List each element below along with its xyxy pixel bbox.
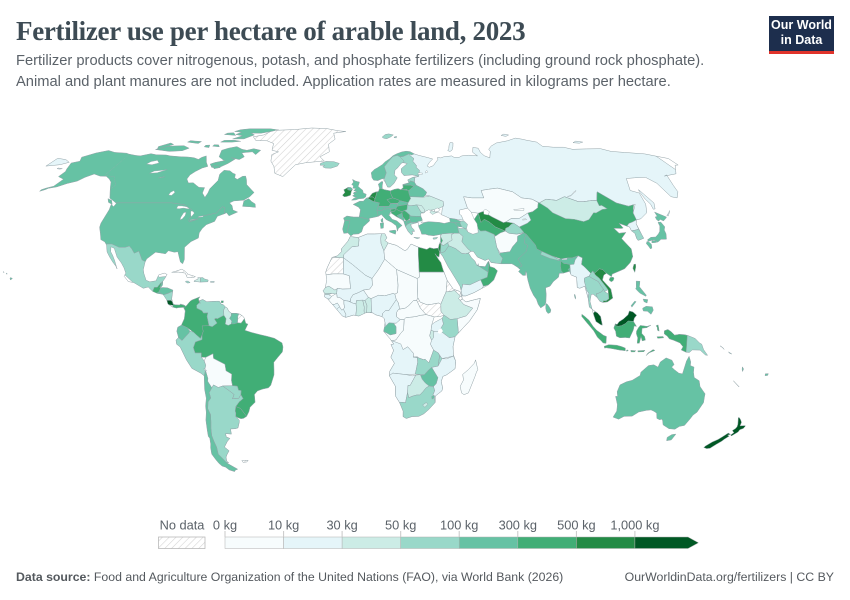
svg-text:0 kg: 0 kg (213, 518, 237, 533)
svg-text:No data: No data (160, 518, 206, 533)
svg-text:500 kg: 500 kg (557, 518, 595, 533)
svg-text:100 kg: 100 kg (440, 518, 478, 533)
svg-text:10 kg: 10 kg (268, 518, 299, 533)
svg-text:1,000 kg: 1,000 kg (610, 518, 659, 533)
svg-text:30 kg: 30 kg (326, 518, 357, 533)
svg-text:50 kg: 50 kg (385, 518, 416, 533)
svg-text:300 kg: 300 kg (499, 518, 537, 533)
